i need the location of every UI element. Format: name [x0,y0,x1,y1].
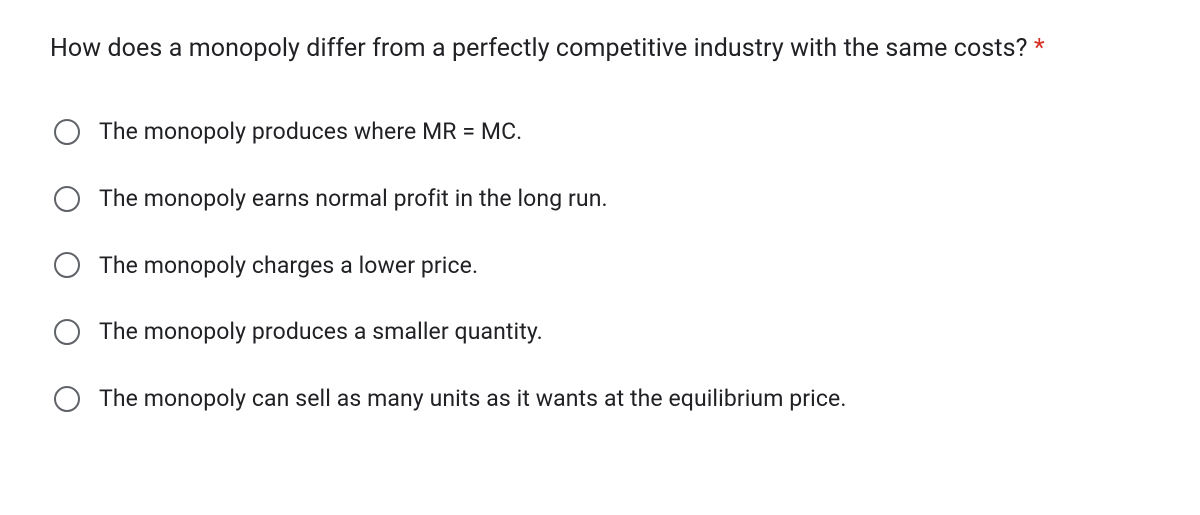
radio-unchecked-icon [54,119,80,145]
radio-unchecked-icon [54,319,80,345]
option-label: The monopoly can sell as many units as i… [99,384,846,414]
option-label: The monopoly produces where MR = MC. [99,117,522,147]
radio-option[interactable]: The monopoly produces where MR = MC. [54,117,1150,147]
radio-unchecked-icon [54,386,80,412]
option-label: The monopoly charges a lower price. [99,251,478,281]
question-text: How does a monopoly differ from a perfec… [50,30,1150,69]
option-label: The monopoly produces a smaller quantity… [99,317,543,347]
required-asterisk: * [1028,34,1045,63]
question-prompt: How does a monopoly differ from a perfec… [50,34,1028,63]
radio-unchecked-icon [54,186,80,212]
radio-options-group: The monopoly produces where MR = MC. The… [50,117,1150,414]
radio-option[interactable]: The monopoly charges a lower price. [54,251,1150,281]
radio-option[interactable]: The monopoly produces a smaller quantity… [54,317,1150,347]
radio-option[interactable]: The monopoly can sell as many units as i… [54,384,1150,414]
radio-unchecked-icon [54,252,80,278]
radio-option[interactable]: The monopoly earns normal profit in the … [54,184,1150,214]
option-label: The monopoly earns normal profit in the … [99,184,608,214]
